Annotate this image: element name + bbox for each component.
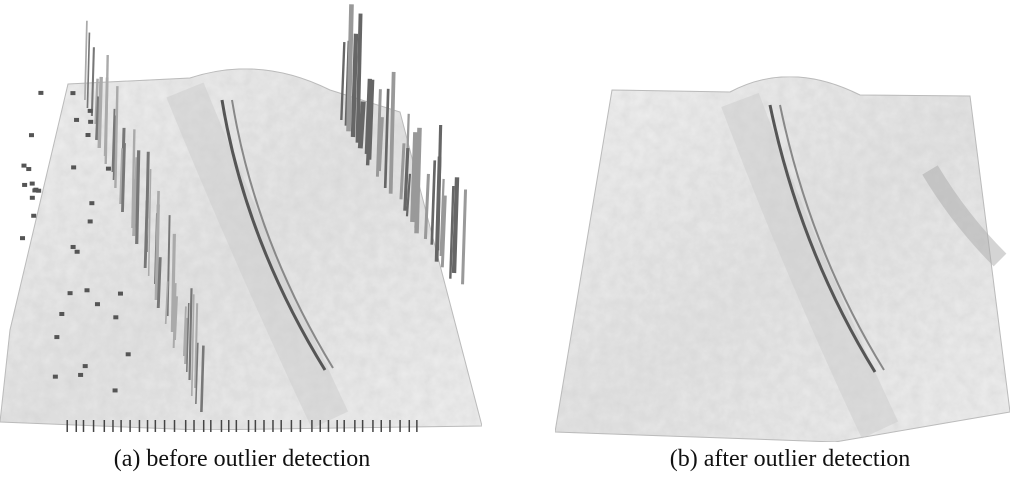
figure: (a) before outlier detection (b) after o… [0,0,1022,484]
patch [113,388,118,392]
spike [349,4,352,131]
spike [99,77,101,148]
patch [85,288,90,292]
patch [88,120,93,124]
patch [75,250,80,254]
page: (a) before outlier detection (b) after o… [0,0,1022,484]
patch [86,133,91,137]
spike [145,200,147,268]
caption: (a) before outlier detection [114,446,371,472]
patch [83,364,88,368]
surface-after [555,77,1010,442]
patch [38,91,43,95]
patch [53,375,58,379]
patch [30,182,35,186]
spike [353,34,356,137]
patch [78,373,83,377]
patch [88,219,93,223]
patch [30,196,35,200]
patch [20,236,25,240]
surface-before [0,69,482,430]
patch [71,165,76,169]
spike [417,128,420,234]
spike [432,160,435,244]
spike [454,177,457,273]
patch [95,302,100,306]
spike [360,102,363,149]
patch [26,167,31,171]
patch [21,164,26,168]
spike [463,190,466,285]
patch [70,91,75,95]
patch [22,183,27,187]
patch [29,133,34,137]
caption: (b) after outlier detection [670,446,911,472]
patch [118,292,123,296]
spike [137,150,139,244]
patch [74,118,79,122]
patch [71,245,76,249]
spike [134,179,136,236]
patch [32,188,37,192]
patch [89,201,94,205]
patch [126,352,131,356]
spike [158,257,160,308]
patch [106,167,111,171]
patch [31,214,36,218]
spike [122,143,124,212]
patch [68,291,73,295]
patch [88,109,93,113]
patch [59,312,64,316]
patch [113,315,118,319]
patch [54,335,59,339]
